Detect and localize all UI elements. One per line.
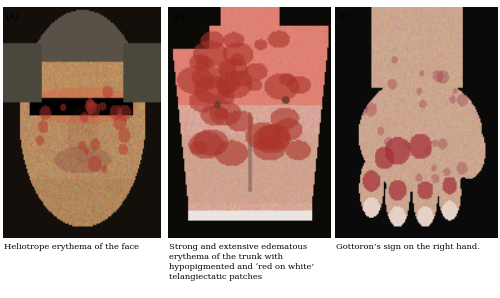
Text: (B): (B)	[171, 12, 184, 21]
Text: Strong and extensive edematous
erythema of the trunk with
hypopigmented and ‘red: Strong and extensive edematous erythema …	[169, 243, 314, 281]
Text: (A): (A)	[6, 12, 20, 21]
Text: Gottoron’s sign on the right hand.: Gottoron’s sign on the right hand.	[336, 243, 480, 251]
Text: (C): (C)	[338, 12, 352, 21]
Text: Heliotrope erythema of the face: Heliotrope erythema of the face	[4, 243, 139, 251]
